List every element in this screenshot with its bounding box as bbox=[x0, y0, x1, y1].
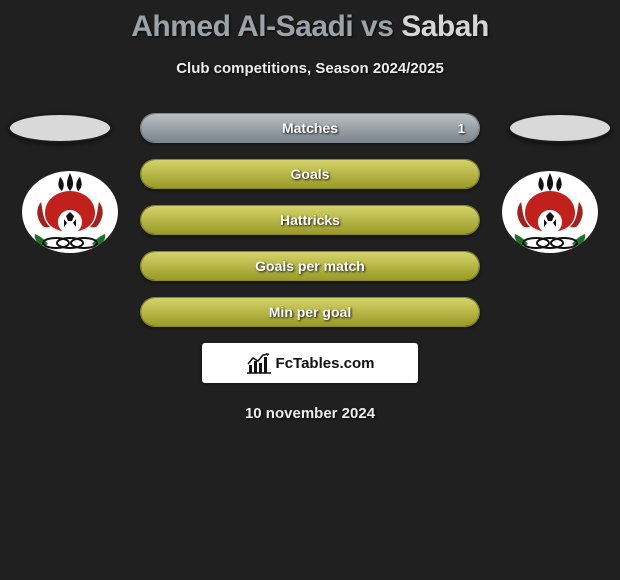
player2-name: Sabah bbox=[401, 10, 489, 43]
stat-row: Goals bbox=[140, 159, 480, 189]
stat-label: Goals bbox=[141, 160, 479, 188]
stat-label: Matches bbox=[141, 114, 479, 142]
club-logo-svg bbox=[20, 169, 120, 255]
player1-name: Ahmed Al-Saadi bbox=[131, 10, 353, 43]
stat-label: Min per goal bbox=[141, 298, 479, 326]
player1-club-logo bbox=[20, 169, 120, 255]
brand-text: FcTables.com bbox=[276, 355, 375, 372]
stat-row: Matches1 bbox=[140, 113, 480, 143]
club-logo-svg bbox=[500, 169, 600, 255]
comparison-area: Matches1 Goals Hattricks Goals per match Min… bbox=[0, 113, 620, 422]
brand-box[interactable]: FcTables.com bbox=[202, 343, 418, 383]
subtitle: Club competitions, Season 2024/2025 bbox=[0, 60, 620, 77]
stat-row: Min per goal bbox=[140, 297, 480, 327]
stat-label: Hattricks bbox=[141, 206, 479, 234]
page-title: Ahmed Al-Saadi vs Sabah bbox=[0, 0, 620, 44]
stat-value-right: 1 bbox=[458, 114, 465, 142]
vs-text: vs bbox=[361, 10, 393, 43]
date-line: 10 november 2024 bbox=[0, 405, 620, 422]
player2-club-logo bbox=[500, 169, 600, 255]
player2-silhouette bbox=[508, 113, 612, 143]
stat-row: Goals per match bbox=[140, 251, 480, 281]
stat-row: Hattricks bbox=[140, 205, 480, 235]
stats-list: Matches1 Goals Hattricks Goals per match Min… bbox=[140, 113, 480, 327]
stat-label: Goals per match bbox=[141, 252, 479, 280]
brand-chart-icon bbox=[246, 352, 272, 374]
player1-silhouette bbox=[8, 113, 112, 143]
